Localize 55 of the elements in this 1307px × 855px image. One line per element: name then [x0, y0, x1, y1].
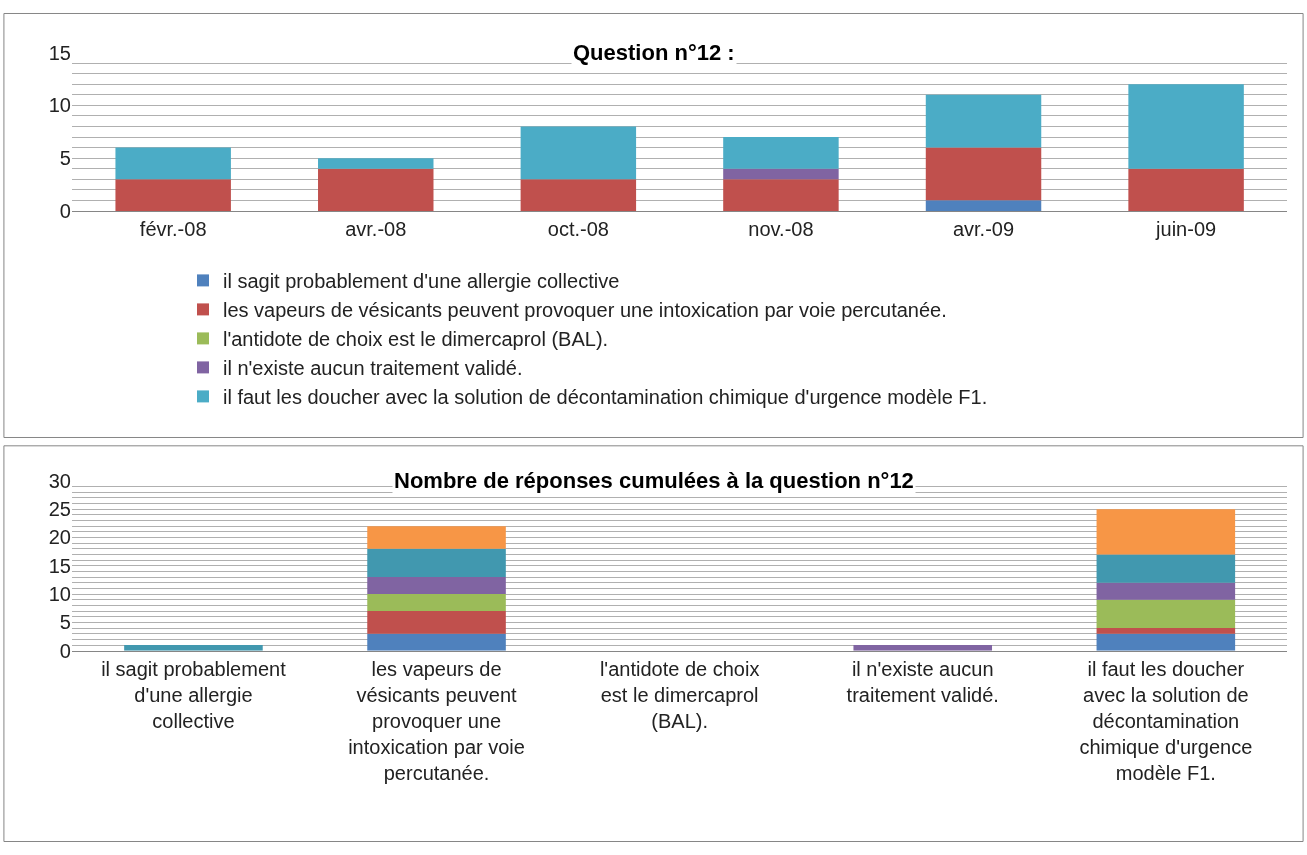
legend-label: les vapeurs de vésicants peuvent provoquer une intoxication par voie percutanée. [222, 299, 947, 322]
y-tick-label: 10 [48, 94, 71, 117]
y-tick-label: 5 [59, 611, 71, 634]
bar [1128, 168, 1244, 211]
bar [1096, 633, 1236, 651]
legend-label: il faut les doucher avec la solution de décontamination chimique d'urgence modèle F1. [222, 386, 988, 409]
y-tick-label: 5 [59, 147, 71, 170]
x-tick-label: il sagit probablement d'une allergie collective [101, 657, 287, 732]
bar [115, 179, 231, 211]
bar [115, 147, 231, 180]
bar [318, 168, 434, 211]
y-tick-label: 0 [59, 199, 71, 222]
legend-label: il sagit probablement d'une allergie collective [222, 270, 620, 293]
chart-title: Nombre de réponses cumulées à la question n°12 [394, 468, 914, 493]
y-tick-label: 25 [48, 498, 71, 521]
bar [723, 168, 839, 180]
bar [367, 594, 506, 612]
bar [723, 137, 839, 169]
bar [520, 179, 637, 211]
bar [318, 158, 434, 169]
bar [1128, 84, 1244, 169]
y-tick-label: 30 [48, 469, 71, 492]
bar [925, 94, 1042, 148]
bar [925, 200, 1042, 211]
bar [367, 577, 506, 595]
bar [1096, 554, 1236, 583]
x-tick-label: févr.-08 [139, 217, 207, 240]
bar [520, 126, 637, 180]
x-tick-label: oct.-08 [547, 217, 609, 240]
legend-label: il n'existe aucun traitement validé. [222, 357, 523, 380]
y-tick-label: 20 [48, 526, 71, 549]
x-tick-label: les vapeurs de vésicants peuvent provoquer une intoxication par voie percutanée. [348, 657, 525, 784]
y-tick-label: 0 [59, 639, 71, 662]
bar [1096, 599, 1236, 629]
x-tick-label: avr.-08 [345, 217, 407, 240]
bar [925, 147, 1042, 201]
y-tick-label: 10 [48, 583, 71, 606]
bar [723, 179, 839, 211]
bar [367, 633, 506, 651]
legend-label: l'antidote de choix est le dimercaprol (BAL). [222, 328, 609, 351]
chart-title: Question n°12 : [573, 40, 735, 65]
bar [367, 526, 506, 549]
x-tick-label: l'antidote de choix est le dimercaprol (BAL). [599, 657, 760, 732]
bar [1096, 509, 1236, 555]
x-tick-label: avr.-09 [952, 217, 1015, 240]
x-tick-label: il n'existe aucun traitement validé. [846, 657, 999, 706]
x-tick-label: il faut les doucher avec la solution de décontamination chimique d'urgence modèle F1. [1079, 657, 1253, 784]
bar [367, 548, 506, 578]
bar [1096, 628, 1236, 634]
y-tick-label: 15 [48, 41, 71, 64]
bar [1096, 582, 1236, 600]
y-tick-label: 15 [48, 554, 71, 577]
x-tick-label: juin-09 [1155, 217, 1217, 240]
x-tick-label: nov.-08 [748, 217, 814, 240]
bar [367, 611, 506, 634]
